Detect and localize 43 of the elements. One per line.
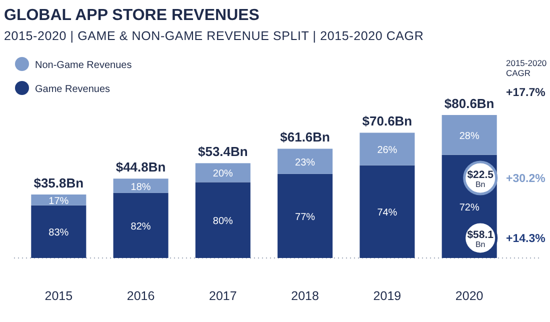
annotation: 18% [130, 182, 151, 193]
x-tick-label: 2017 [209, 289, 237, 303]
annotation: 77% [295, 212, 316, 223]
bar [278, 148, 333, 174]
bar [442, 115, 497, 155]
bar [360, 132, 415, 166]
annotation: 82% [130, 221, 151, 232]
annotation: 17% [48, 196, 69, 207]
bar [195, 182, 250, 258]
bar [113, 192, 168, 258]
bar [113, 178, 168, 193]
annotation: 83% [48, 228, 69, 239]
annotation: 28% [459, 130, 480, 142]
annotation: 20% [212, 168, 234, 180]
text: 2015-2020 CAGR [506, 58, 547, 78]
bar [31, 194, 86, 206]
x-tick-label: 2015 [44, 289, 73, 303]
annotation: 74% [377, 208, 398, 219]
text: $80.6Bn [444, 96, 494, 111]
annotation: $35.8Bn [34, 176, 84, 191]
annotation: $44.8Bn [116, 160, 166, 175]
legend-label: Game Revenues [35, 84, 110, 95]
annotation: $61.6Bn [280, 130, 330, 145]
x-tick-label: 2019 [373, 289, 402, 303]
bar [278, 174, 333, 258]
x-tick-label: 2016 [126, 289, 155, 303]
annotation: 26% [377, 145, 398, 156]
legend-label: Non-Game Revenues [35, 60, 132, 71]
annotation: $70.6Bn [362, 114, 412, 129]
annotation: 80% [212, 216, 234, 228]
bar [31, 205, 86, 258]
annotation: $53.4Bn [198, 144, 248, 160]
chart-title: GLOBAL APP STORE REVENUES [4, 7, 260, 24]
chart-subtitle: 2015-2020 | GAME & NON-GAME REVENUE SPLIT | 2015-2020 CAGR [4, 29, 424, 43]
bar [360, 165, 415, 258]
annotation: 23% [295, 157, 316, 168]
annotation: +14.3% [506, 233, 546, 245]
annotation: +30.2% [506, 173, 546, 185]
x-tick-label: 2018 [291, 289, 320, 303]
text: +17.7% [506, 87, 546, 99]
annotation: 72% [459, 202, 480, 214]
bar [195, 163, 250, 182]
x-tick-label: 2020 [455, 289, 484, 303]
